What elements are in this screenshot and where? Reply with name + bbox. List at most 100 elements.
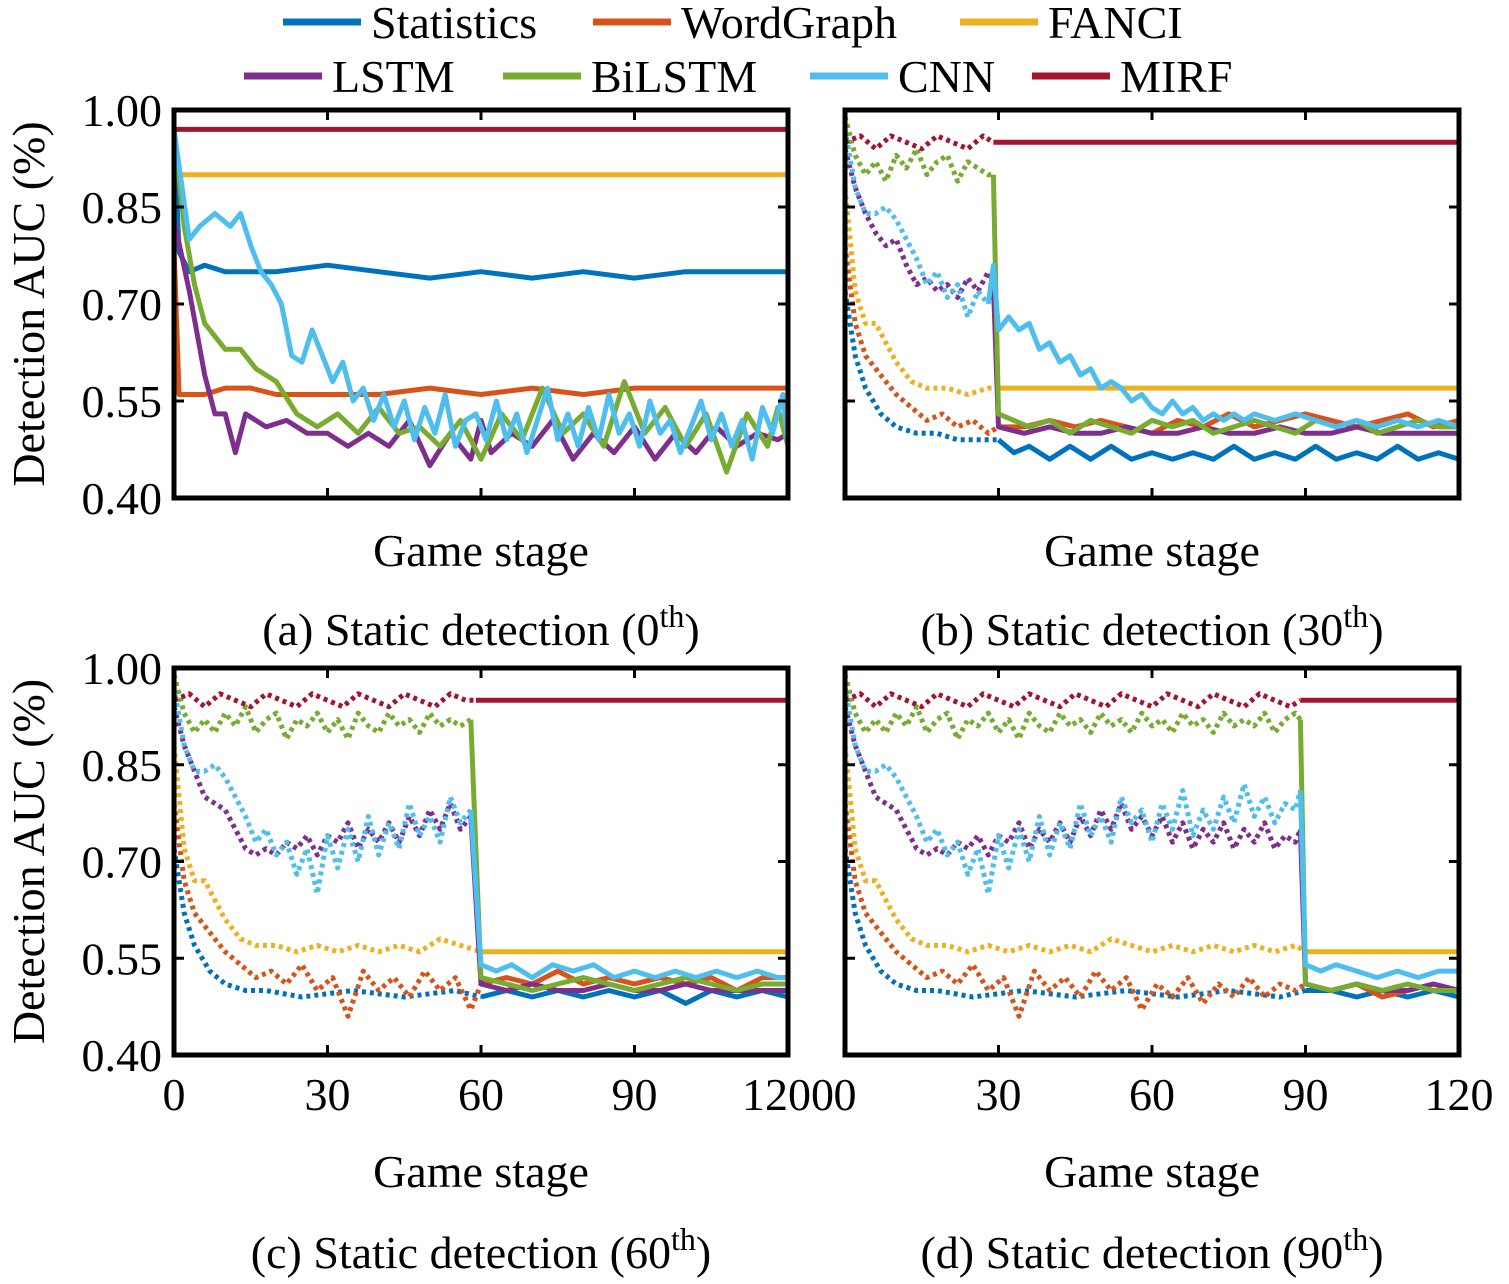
series-line-lstm-solid <box>468 816 788 993</box>
x-tick-label: 0 <box>163 1069 186 1120</box>
x-axis-label: Game stage <box>1044 1146 1260 1197</box>
legend-label: BiLSTM <box>591 51 757 102</box>
series-line-statistics-dotted <box>174 848 482 1000</box>
series-line-wordgraph-solid <box>998 411 1459 436</box>
series-line-bilstm-dotted <box>845 673 1303 742</box>
y-tick-label: 0.55 <box>82 376 163 427</box>
series-line-mirf-dotted <box>174 691 476 710</box>
series-line-mirf-dotted <box>845 691 1302 710</box>
y-tick-label: 0.55 <box>82 933 163 984</box>
x-tick-label: 120 <box>1425 1069 1494 1120</box>
legend-label: FANCI <box>1048 0 1183 48</box>
axes-frame <box>171 107 791 501</box>
caption-superscript: th <box>1343 598 1368 634</box>
series-line-bilstm-solid <box>1297 719 1459 993</box>
y-tick-label: 0.70 <box>82 837 163 888</box>
caption-main: (b) Static detection (30 <box>920 604 1343 655</box>
y-tick-label: 0.85 <box>82 182 163 233</box>
x-axis-label: Game stage <box>1044 525 1260 576</box>
legend-entry: CNN <box>810 51 995 102</box>
series-line-cnn-solid <box>468 809 788 981</box>
caption-main: (c) Static detection (60 <box>251 1227 671 1278</box>
series-line-bilstm-dotted <box>174 673 473 742</box>
legend-label: CNN <box>898 51 995 102</box>
caption-superscript: th <box>671 1221 696 1257</box>
x-tick-label: 0 <box>834 1069 857 1120</box>
legend-label: Statistics <box>371 0 537 48</box>
panel-caption: (d) Static detection (90th) <box>920 1221 1383 1278</box>
caption-main: (a) Static detection (0 <box>262 604 659 655</box>
series-line-bilstm-solid <box>468 719 788 993</box>
series-line-cnn-dotted <box>174 686 473 897</box>
chart-panels: 1.00 0.85 0.70 0.55 0.40 Game stage Detection … <box>3 85 1494 1278</box>
x-tick-label: 90 <box>1283 1069 1329 1120</box>
plot-area <box>845 673 1459 1019</box>
legend-entry: BiLSTM <box>503 51 757 102</box>
plot-area <box>174 673 788 1019</box>
caption-superscript: th <box>1343 1221 1368 1257</box>
series-line-lstm-solid <box>1297 829 1459 993</box>
series-line-cnn-dotted <box>845 686 1303 897</box>
series-line-cnn-solid <box>985 262 1459 430</box>
x-tick-label: 30 <box>976 1069 1022 1120</box>
series-line-cnn-solid <box>174 129 788 462</box>
x-tick-label: 60 <box>1129 1069 1175 1120</box>
plot-area <box>174 126 788 475</box>
x-tick-label: 60 <box>458 1069 504 1120</box>
x-axis-label: Game stage <box>373 525 589 576</box>
y-axis-label: Detection AUC (%) <box>3 679 54 1044</box>
y-tick-label: 1.00 <box>82 643 163 694</box>
caption-end: ) <box>696 1227 711 1278</box>
caption-end: ) <box>1368 604 1383 655</box>
series-line-wordgraph-dotted <box>845 245 1000 436</box>
legend-entry: Statistics <box>283 0 537 48</box>
legend-label: WordGraph <box>681 0 897 48</box>
chart-panel: 0 30 60 90 1200 1.00 0.85 0.70 0.55 0.40 Game stag… <box>3 643 834 1278</box>
x-tick-label: 30 <box>305 1069 351 1120</box>
x-tick-label: 90 <box>612 1069 658 1120</box>
panel-caption: (b) Static detection (30th) <box>920 598 1383 655</box>
chart-panel: 0 30 60 90 120 Game stage (d) Static detection… <box>834 665 1494 1278</box>
legend-entry: FANCI <box>960 0 1183 48</box>
series-line-mirf-dotted <box>845 133 995 152</box>
series-line-fanci-dotted <box>845 745 1307 955</box>
series-line-fanci-dotted <box>174 745 482 955</box>
caption-end: ) <box>1368 1227 1383 1278</box>
y-tick-label: 0.85 <box>82 740 163 791</box>
legend: Statistics WordGraph FANCI LSTM BiLSTM CNN MIR… <box>244 0 1232 102</box>
chart-panel: Game stage (b) Static detection (30th) <box>842 107 1462 655</box>
legend-label: MIRF <box>1120 51 1232 102</box>
legend-label: LSTM <box>332 51 455 102</box>
series-line-statistics-solid <box>480 988 788 1006</box>
y-tick-label: 0.40 <box>82 1030 163 1081</box>
series-line-statistics-solid <box>996 437 1459 462</box>
y-axis-label: Detection AUC (%) <box>3 121 54 486</box>
panel-caption: (a) Static detection (0th) <box>262 598 699 655</box>
caption-superscript: th <box>660 598 685 634</box>
series-line-statistics-dotted <box>845 848 1307 1000</box>
legend-entry: WordGraph <box>593 0 897 48</box>
series-line-cnn-dotted <box>845 128 991 320</box>
series-line-wordgraph-solid <box>174 245 788 397</box>
series-line-statistics-solid <box>174 129 788 281</box>
legend-entry: LSTM <box>244 51 455 102</box>
x-axis-label: Game stage <box>373 1146 589 1197</box>
chart-panel: 1.00 0.85 0.70 0.55 0.40 Game stage Detection … <box>3 85 791 655</box>
y-tick-label: 1.00 <box>82 85 163 136</box>
series-line-wordgraph-dotted <box>174 803 484 1019</box>
panel-caption: (c) Static detection (60th) <box>251 1221 711 1278</box>
plot-area <box>845 115 1459 462</box>
y-tick-label: 0.70 <box>82 279 163 330</box>
series-line-cnn-solid <box>1297 790 1459 981</box>
series-line-bilstm-solid <box>174 129 788 475</box>
series-line-lstm-dotted <box>845 706 1303 858</box>
caption-end: ) <box>684 604 699 655</box>
x-tick-label: 1200 <box>742 1069 834 1120</box>
legend-entry: MIRF <box>1032 51 1232 102</box>
caption-main: (d) Static detection (90 <box>920 1227 1343 1278</box>
series-line-statistics-dotted <box>845 290 999 443</box>
axes-frame <box>842 107 1462 501</box>
series-line-bilstm-solid <box>990 174 1459 436</box>
y-tick-label: 0.40 <box>82 473 163 524</box>
